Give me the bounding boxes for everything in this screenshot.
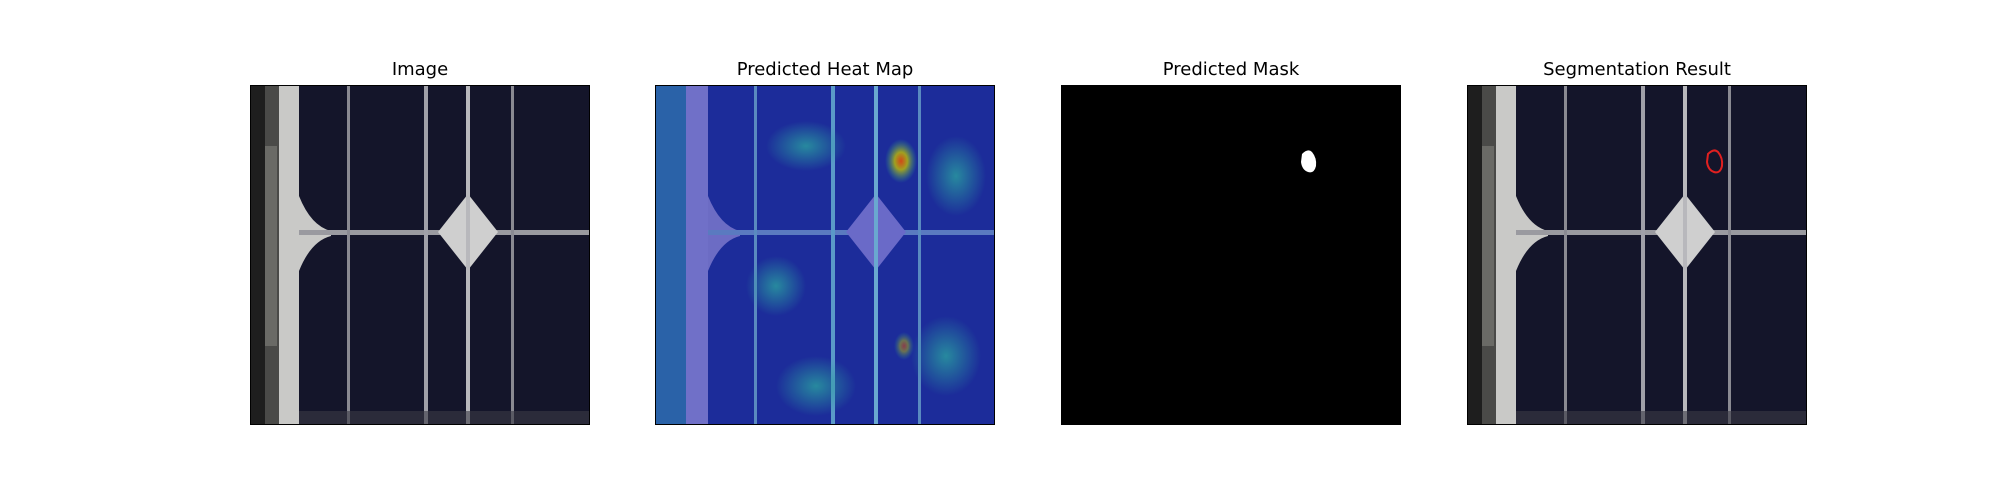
panel-title: Image [391,59,449,80]
heatmap-image [655,85,995,425]
panel-title: Predicted Mask [1162,59,1300,80]
segmentation-contour [1705,149,1724,174]
panel-title: Predicted Heat Map [736,59,914,80]
mask-blob [1301,150,1317,173]
solar-cell-image [250,85,590,425]
panel-title: Segmentation Result [1543,59,1731,80]
segmentation-image [1467,85,1807,425]
mask-image [1061,85,1401,425]
